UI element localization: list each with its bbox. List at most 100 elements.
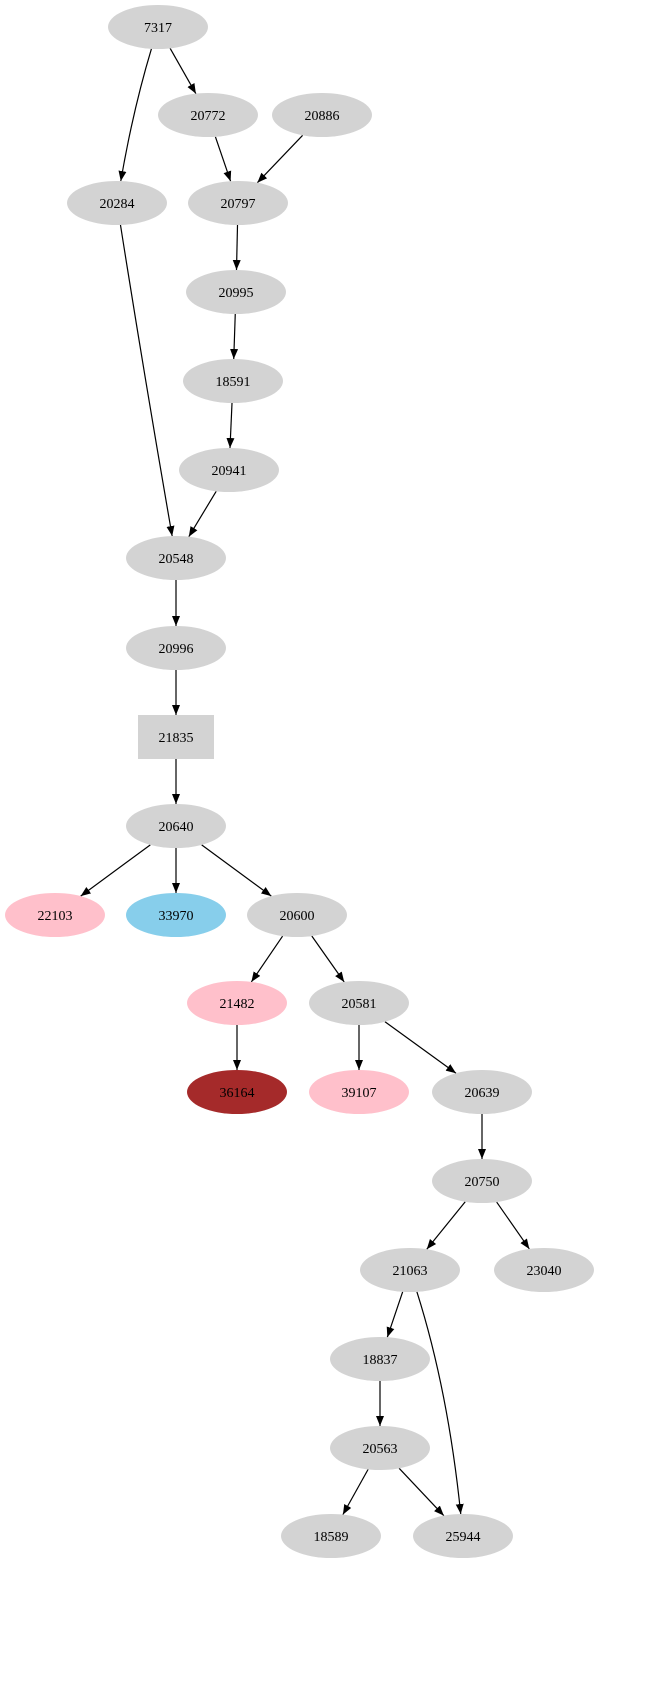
edge-20563-to-25944 [398, 1467, 445, 1517]
node-ellipse [432, 1070, 532, 1114]
node-39107: 39107 [309, 1070, 409, 1114]
node-label: 21063 [393, 1264, 428, 1279]
node-ellipse [432, 1159, 532, 1203]
node-23040: 23040 [494, 1248, 594, 1292]
node-20995: 20995 [186, 270, 286, 314]
node-label: 20600 [280, 909, 315, 924]
node-label: 20563 [363, 1442, 398, 1457]
node-ellipse [360, 1248, 460, 1292]
node-21063: 21063 [360, 1248, 460, 1292]
node-label: 39107 [342, 1086, 377, 1101]
node-20996: 20996 [126, 626, 226, 670]
node-label: 22103 [38, 909, 73, 924]
node-ellipse [188, 181, 288, 225]
node-20639: 20639 [432, 1070, 532, 1114]
edge-20600-to-21482 [250, 935, 284, 983]
node-ellipse [126, 893, 226, 937]
edge-20797-to-20995 [232, 224, 241, 271]
node-label: 36164 [220, 1086, 255, 1101]
node-20797: 20797 [188, 181, 288, 225]
edge-20600-to-20581 [311, 935, 345, 983]
node-ellipse [5, 893, 105, 937]
node-label: 20750 [465, 1175, 500, 1190]
edge-21063-to-25944 [416, 1291, 464, 1515]
edge-20750-to-21063 [426, 1201, 466, 1250]
node-18837: 18837 [330, 1337, 430, 1381]
node-20548: 20548 [126, 536, 226, 580]
edge-20563-to-18589 [342, 1469, 369, 1515]
node-20284: 20284 [67, 181, 167, 225]
node-ellipse [309, 1070, 409, 1114]
node-ellipse [247, 893, 347, 937]
node-box [138, 715, 214, 759]
node-20750: 20750 [432, 1159, 532, 1203]
node-20563: 20563 [330, 1426, 430, 1470]
node-36164: 36164 [187, 1070, 287, 1114]
edge-20284-to-20548 [119, 224, 175, 537]
node-label: 25944 [446, 1530, 481, 1545]
edge-20581-to-20639 [384, 1021, 457, 1074]
node-ellipse [158, 93, 258, 137]
node-25944: 25944 [413, 1514, 513, 1558]
node-ellipse [272, 93, 372, 137]
node-20600: 20600 [247, 893, 347, 937]
node-22103: 22103 [5, 893, 105, 937]
node-ellipse [126, 804, 226, 848]
node-label: 21835 [159, 731, 194, 746]
node-20941: 20941 [179, 448, 279, 492]
node-label: 23040 [527, 1264, 562, 1279]
node-label: 7317 [144, 21, 172, 36]
node-20640: 20640 [126, 804, 226, 848]
node-20581: 20581 [309, 981, 409, 1025]
node-18591: 18591 [183, 359, 283, 403]
edge-20995-to-18591 [230, 313, 239, 360]
node-ellipse [281, 1514, 381, 1558]
node-ellipse [179, 448, 279, 492]
node-ellipse [330, 1426, 430, 1470]
node-label: 20640 [159, 820, 194, 835]
node-label: 20639 [465, 1086, 500, 1101]
node-label: 21482 [220, 997, 255, 1012]
node-label: 18591 [216, 375, 251, 390]
node-ellipse [330, 1337, 430, 1381]
node-20886: 20886 [272, 93, 372, 137]
edge-20772-to-20797 [214, 136, 232, 182]
node-label: 20797 [221, 197, 256, 212]
edge-7317-to-20284 [118, 48, 153, 182]
node-label: 20581 [342, 997, 377, 1012]
node-ellipse [187, 1070, 287, 1114]
node-label: 18589 [314, 1530, 349, 1545]
node-21482: 21482 [187, 981, 287, 1025]
node-ellipse [126, 536, 226, 580]
node-label: 20284 [100, 197, 135, 212]
node-33970: 33970 [126, 893, 226, 937]
node-ellipse [183, 359, 283, 403]
node-ellipse [67, 181, 167, 225]
edge-20640-to-22103 [80, 844, 151, 897]
node-ellipse [309, 981, 409, 1025]
node-label: 33970 [159, 909, 194, 924]
node-label: 20886 [305, 109, 340, 124]
node-18589: 18589 [281, 1514, 381, 1558]
node-ellipse [126, 626, 226, 670]
node-20772: 20772 [158, 93, 258, 137]
edge-20941-to-20548 [188, 490, 217, 538]
node-7317: 7317 [108, 5, 208, 49]
node-21835: 21835 [138, 715, 214, 759]
node-ellipse [187, 981, 287, 1025]
edge-7317-to-20772 [169, 48, 197, 94]
node-label: 20772 [191, 109, 226, 124]
node-label: 20548 [159, 552, 194, 567]
edge-20640-to-20600 [201, 844, 272, 897]
node-label: 20996 [159, 642, 194, 657]
node-label: 20941 [212, 464, 247, 479]
node-ellipse [186, 270, 286, 314]
edge-21063-to-18837 [386, 1291, 404, 1338]
edge-20886-to-20797 [256, 134, 304, 184]
edge-18591-to-20941 [226, 402, 235, 449]
edge-20750-to-23040 [496, 1201, 530, 1250]
node-ellipse [108, 5, 208, 49]
node-ellipse [494, 1248, 594, 1292]
node-label: 20995 [219, 286, 254, 301]
